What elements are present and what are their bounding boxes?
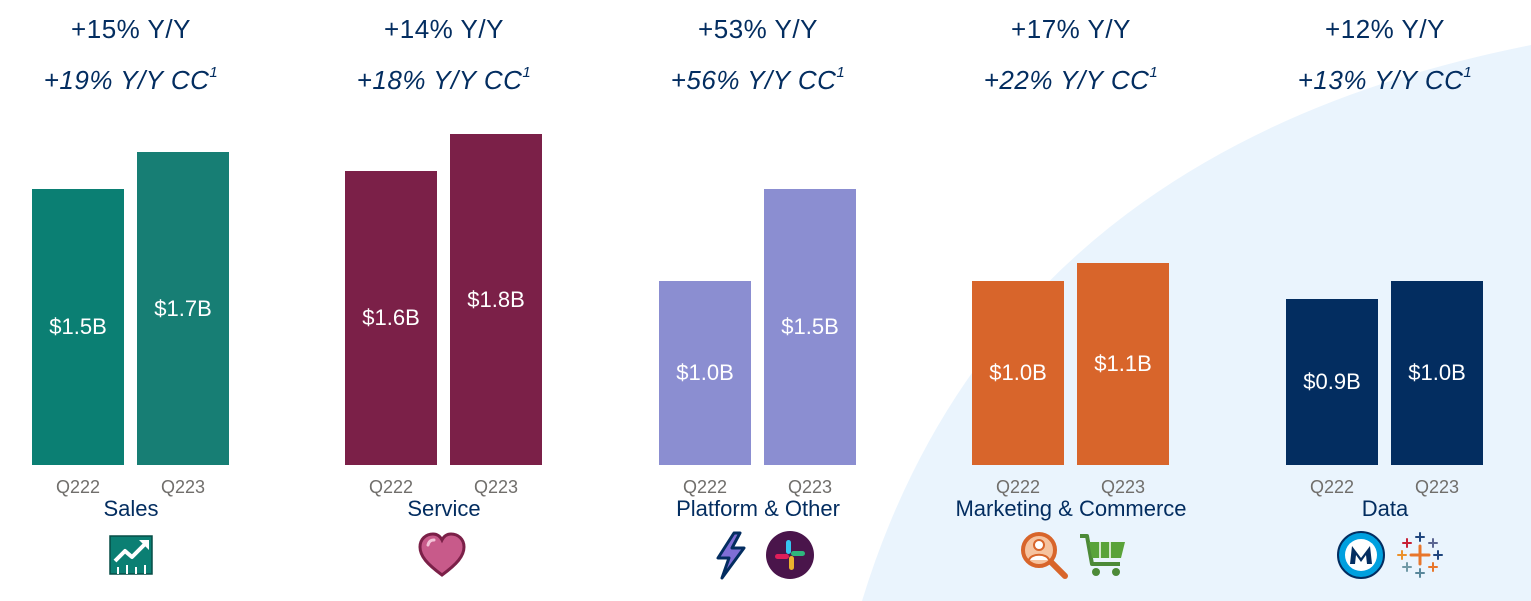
footnote-marker: 1	[209, 64, 219, 81]
bar-q222: $0.9B	[1286, 299, 1378, 465]
bar-q223: $1.0B	[1391, 281, 1483, 465]
yoy-growth: +17% Y/Y	[1011, 14, 1131, 44]
yoy-cc-text: +19% Y/Y CC	[43, 65, 210, 95]
tick-label-q223: Q223	[1414, 477, 1460, 497]
bar-value-label: $1.0B	[676, 360, 734, 385]
magnifier-person-icon	[1019, 530, 1069, 580]
footnote-marker: 1	[1463, 64, 1473, 81]
group-sales: +15% Y/Y +19% Y/Y CC1 $1.5B $1.7B Q222 Q…	[11, 0, 251, 601]
tick-label-q222: Q222	[1309, 477, 1355, 497]
tick-label-q223: Q223	[473, 477, 519, 497]
bar-value-label: $1.8B	[467, 287, 525, 312]
tick-label-q223: Q223	[1100, 477, 1146, 497]
category-label: Data	[1361, 496, 1409, 521]
yoy-cc-text: +22% Y/Y CC	[983, 65, 1150, 95]
bar-q222: $1.6B	[345, 171, 437, 465]
yoy-growth: +14% Y/Y	[384, 14, 504, 44]
tick-label-q223: Q223	[160, 477, 206, 497]
category-label: Marketing & Commerce	[955, 496, 1187, 521]
shopping-cart-icon	[1078, 530, 1128, 580]
bar-q222: $1.0B	[972, 281, 1064, 465]
category-label: Platform & Other	[676, 496, 840, 521]
bar-q223: $1.7B	[137, 152, 229, 465]
footnote-marker: 1	[836, 64, 846, 81]
footnote-marker: 1	[522, 64, 532, 81]
heart-icon	[417, 530, 467, 580]
group-service: +14% Y/Y +18% Y/Y CC1 $1.6B $1.8B Q222 Q…	[324, 0, 564, 601]
yoy-cc-text: +18% Y/Y CC	[356, 65, 523, 95]
mulesoft-icon	[1336, 530, 1386, 580]
group-marketing-commerce: +17% Y/Y +22% Y/Y CC1 $1.0B $1.1B Q222 Q…	[951, 0, 1191, 601]
bar-q223: $1.1B	[1077, 263, 1169, 465]
bar-value-label: $1.5B	[781, 314, 839, 339]
sales-trend-icon	[106, 530, 156, 580]
group-data: +12% Y/Y +13% Y/Y CC1 $0.9B $1.0B Q222 Q…	[1265, 0, 1505, 601]
yoy-growth-cc: +22% Y/Y CC1	[951, 64, 1191, 96]
bar-q222: $1.5B	[32, 189, 124, 465]
bar-value-label: $1.1B	[1094, 351, 1152, 376]
yoy-growth: +53% Y/Y	[698, 14, 818, 44]
bar-value-label: $1.5B	[49, 314, 107, 339]
footnote-marker: 1	[1149, 64, 1159, 81]
lightning-bolt-icon	[706, 530, 756, 580]
bar-value-label: $0.9B	[1303, 369, 1361, 394]
slack-icon	[765, 530, 815, 580]
group-platform-other: +53% Y/Y +56% Y/Y CC1 $1.0B $1.5B Q222 Q…	[638, 0, 878, 601]
yoy-growth-cc: +13% Y/Y CC1	[1265, 64, 1505, 96]
category-label: Service	[407, 496, 481, 521]
tick-label-q222: Q222	[682, 477, 728, 497]
yoy-growth: +12% Y/Y	[1325, 14, 1445, 44]
category-label: Sales	[103, 496, 159, 521]
yoy-growth: +15% Y/Y	[71, 14, 191, 44]
bar-q223: $1.5B	[764, 189, 856, 465]
bar-value-label: $1.6B	[362, 305, 420, 330]
bar-value-label: $1.7B	[154, 296, 212, 321]
tick-label-q223: Q223	[787, 477, 833, 497]
tableau-icon	[1395, 530, 1445, 580]
yoy-cc-text: +56% Y/Y CC	[670, 65, 837, 95]
yoy-growth-cc: +19% Y/Y CC1	[11, 64, 251, 96]
yoy-growth-cc: +18% Y/Y CC1	[324, 64, 564, 96]
yoy-growth-cc: +56% Y/Y CC1	[638, 64, 878, 96]
bar-value-label: $1.0B	[989, 360, 1047, 385]
bar-value-label: $1.0B	[1408, 360, 1466, 385]
tick-label-q222: Q222	[368, 477, 414, 497]
yoy-cc-text: +13% Y/Y CC	[1297, 65, 1464, 95]
tick-label-q222: Q222	[55, 477, 101, 497]
tick-label-q222: Q222	[995, 477, 1041, 497]
bar-q223: $1.8B	[450, 134, 542, 465]
bar-q222: $1.0B	[659, 281, 751, 465]
